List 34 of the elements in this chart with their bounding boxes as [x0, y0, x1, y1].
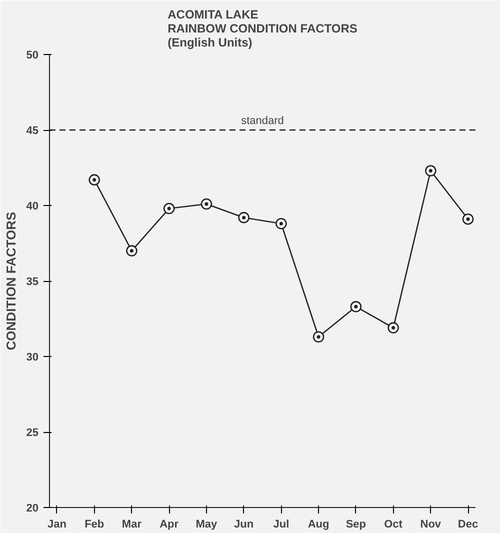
x-tick-label: Aug: [308, 518, 330, 530]
point: [462, 213, 474, 225]
point: [388, 322, 399, 334]
y-tick-label: 35: [26, 276, 39, 288]
y-tick-label: 25: [26, 427, 39, 439]
x-tick-label: Oct: [384, 518, 403, 530]
point: [163, 202, 175, 214]
point: [312, 331, 324, 343]
y-tick-label: 30: [26, 352, 39, 364]
point: [425, 165, 436, 176]
x-tick-label: Mar: [122, 518, 142, 530]
y-axis-title: CONDITION FACTORS: [3, 211, 18, 350]
x-tick-label: Jun: [234, 518, 254, 530]
ref-line-label: standard: [241, 115, 284, 127]
x-tick-label: Sep: [346, 518, 366, 530]
x-tick-label: Apr: [160, 518, 180, 530]
x-tick-label: Feb: [84, 518, 104, 530]
point: [350, 301, 362, 312]
chart-title: ACOMITA LAKE RAINBOW CONDITION FACTORS: [168, 8, 358, 36]
x-tick-label: Dec: [458, 518, 478, 530]
point: [238, 212, 250, 224]
x-tick-label: Nov: [420, 518, 442, 530]
chart-subtitle: (English Units): [168, 36, 252, 50]
point: [276, 218, 287, 230]
x-tick-label: Jul: [273, 518, 290, 530]
x-tick-label: May: [196, 518, 218, 530]
point: [126, 245, 138, 256]
y-tick-label: 45: [26, 125, 39, 137]
y-tick-label: 50: [26, 50, 39, 62]
point: [200, 198, 212, 210]
y-tick-label: 20: [26, 502, 39, 514]
x-tick-label: Jan: [47, 518, 67, 530]
y-tick-label: 40: [26, 200, 39, 212]
point: [88, 174, 100, 186]
